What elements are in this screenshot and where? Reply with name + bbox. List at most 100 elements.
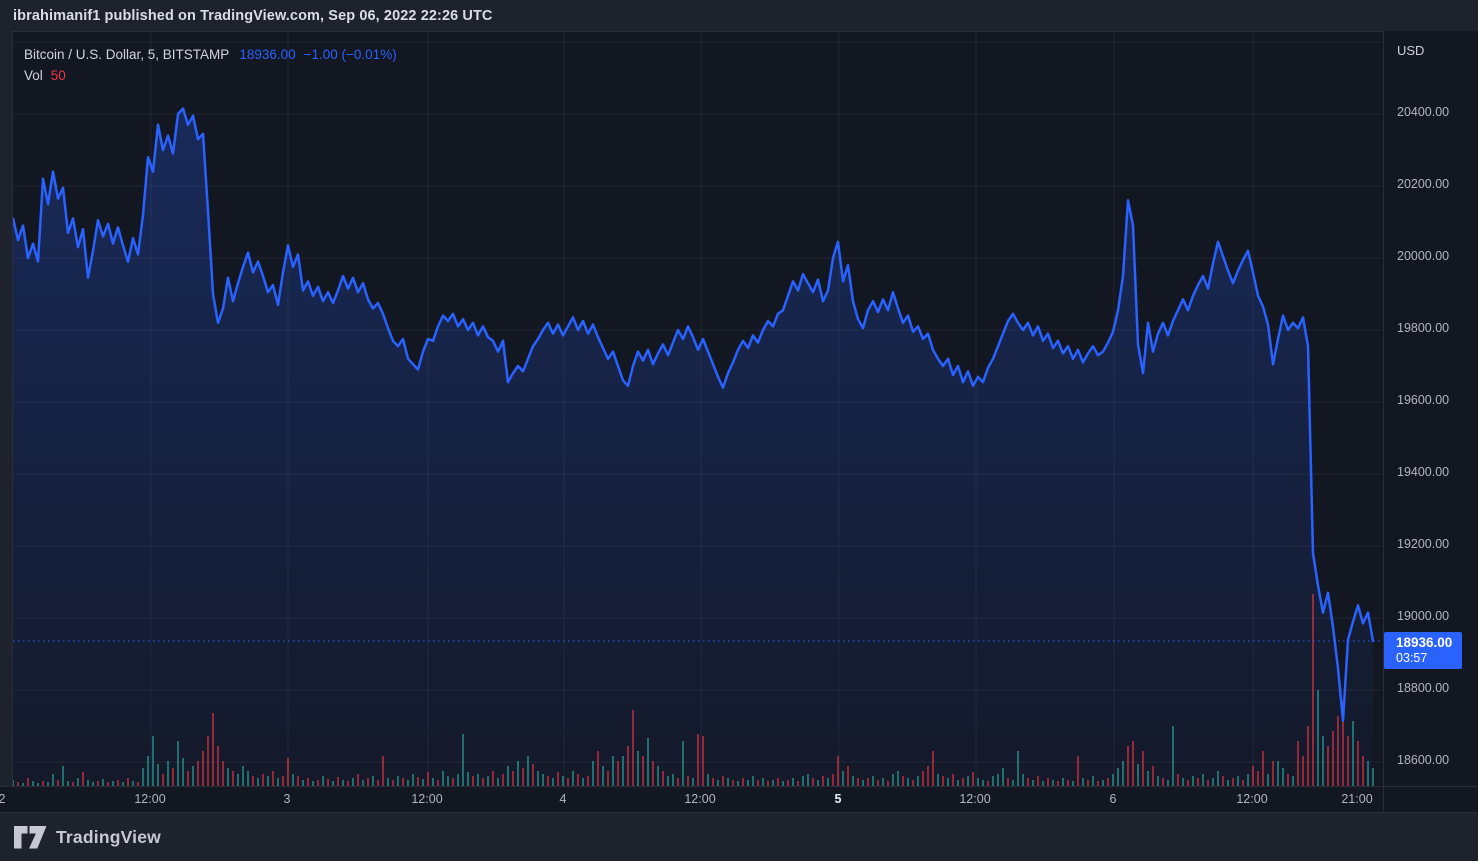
- volume-bar: [1087, 780, 1089, 786]
- volume-bar: [632, 710, 634, 786]
- volume-bar: [942, 776, 944, 786]
- volume-bar: [1012, 780, 1014, 786]
- volume-bar: [312, 781, 314, 786]
- volume-bar: [652, 761, 654, 786]
- volume-bar: [802, 776, 804, 786]
- volume-bar: [877, 780, 879, 786]
- price-badge: 18936.00 03:57: [1384, 632, 1462, 670]
- volume-bar: [957, 780, 959, 786]
- volume-bar: [672, 774, 674, 786]
- volume-bar: [13, 780, 14, 786]
- volume-bar: [1082, 778, 1084, 786]
- price-scale[interactable]: USD 20400.00 20200.00 20000.00 19800.00 1960…: [1383, 31, 1478, 786]
- badge-price: 18936.00: [1396, 635, 1453, 651]
- volume-bar: [582, 778, 584, 786]
- volume-bar: [1307, 726, 1309, 786]
- volume-bar: [152, 736, 154, 786]
- volume-bar: [892, 774, 894, 786]
- volume-bar: [212, 713, 214, 786]
- volume-bar: [962, 778, 964, 786]
- chart-canvas[interactable]: [13, 32, 1383, 786]
- volume-bar: [67, 781, 69, 786]
- volume-bar: [1237, 776, 1239, 786]
- volume-bar: [282, 776, 284, 786]
- volume-bar: [822, 776, 824, 786]
- volume-bar: [1137, 764, 1139, 786]
- volume-bar: [587, 776, 589, 786]
- volume-bar: [947, 778, 949, 786]
- time-tick: 4: [559, 792, 567, 806]
- volume-bar: [187, 771, 189, 786]
- volume-bar: [927, 766, 929, 786]
- time-tick: 12:00: [959, 792, 991, 806]
- volume-bar: [842, 771, 844, 786]
- volume-bar: [622, 756, 624, 786]
- volume-bar: [447, 776, 449, 786]
- volume-bar: [832, 774, 834, 786]
- volume-bar: [1187, 780, 1189, 786]
- volume-bar: [827, 778, 829, 786]
- time-tick: 6: [1109, 792, 1117, 806]
- volume-bar: [217, 746, 219, 786]
- volume-bar: [172, 768, 174, 786]
- volume-bar: [977, 778, 979, 786]
- volume-bar: [127, 778, 129, 786]
- volume-bar: [767, 781, 769, 786]
- volume-bar: [1177, 774, 1179, 786]
- volume-bar: [517, 761, 519, 786]
- volume-bar: [142, 768, 144, 786]
- volume-bar: [1037, 776, 1039, 786]
- volume-bar: [417, 777, 419, 786]
- volume-bar: [117, 780, 119, 786]
- volume-bar: [1077, 756, 1079, 786]
- volume-bar: [17, 782, 19, 786]
- volume-bar: [792, 778, 794, 786]
- price-tick: 19400.00: [1397, 465, 1450, 479]
- volume-bar: [1312, 594, 1314, 786]
- volume-bar: [227, 768, 229, 786]
- volume-bar: [347, 781, 349, 786]
- time-tick: 12:00: [684, 792, 716, 806]
- volume-bar: [1167, 780, 1169, 786]
- volume-bar: [1112, 774, 1114, 786]
- volume-bar: [1057, 781, 1059, 786]
- volume-bar: [467, 772, 469, 786]
- volume-bar: [1252, 766, 1254, 786]
- volume-bar: [257, 778, 259, 786]
- volume-bar: [1332, 731, 1334, 786]
- volume-bar: [197, 761, 199, 786]
- volume-bar: [812, 778, 814, 786]
- volume-bar: [22, 783, 24, 786]
- volume-bar: [1147, 771, 1149, 786]
- volume-bar: [72, 782, 74, 786]
- volume-bar: [1217, 771, 1219, 786]
- price-change: −1.00 (−0.01%): [303, 47, 397, 62]
- volume-bar: [532, 764, 534, 786]
- volume-bar: [332, 781, 334, 786]
- volume-bar: [707, 774, 709, 786]
- price-tick: 19200.00: [1397, 537, 1450, 551]
- volume-bar: [552, 778, 554, 786]
- volume-bar: [1142, 751, 1144, 786]
- price-tick: 18600.00: [1397, 753, 1450, 767]
- time-scale[interactable]: 2 12:00 3 12:00 4 12:00 5 12:00 6 12:00 21:00: [0, 786, 1478, 813]
- volume-bar: [1192, 776, 1194, 786]
- volume-bar: [887, 781, 889, 786]
- volume-bar: [752, 776, 754, 786]
- volume-bar: [122, 782, 124, 786]
- volume-bar: [442, 771, 444, 786]
- volume-bar: [697, 734, 699, 786]
- chart-pane[interactable]: [12, 31, 1383, 786]
- volume-bar: [937, 774, 939, 786]
- volume-bar: [1277, 761, 1279, 786]
- volume-bar: [512, 771, 514, 786]
- published-username: ibrahimanif1: [13, 7, 101, 24]
- volume-bar: [567, 778, 569, 786]
- volume-bar: [1297, 741, 1299, 786]
- time-tick: 21:00: [1341, 792, 1373, 806]
- volume-bar: [1002, 768, 1004, 786]
- volume-bar: [547, 776, 549, 786]
- volume-bar: [432, 778, 434, 786]
- tradingview-logo[interactable]: TradingView: [14, 825, 161, 849]
- volume-bar: [342, 780, 344, 786]
